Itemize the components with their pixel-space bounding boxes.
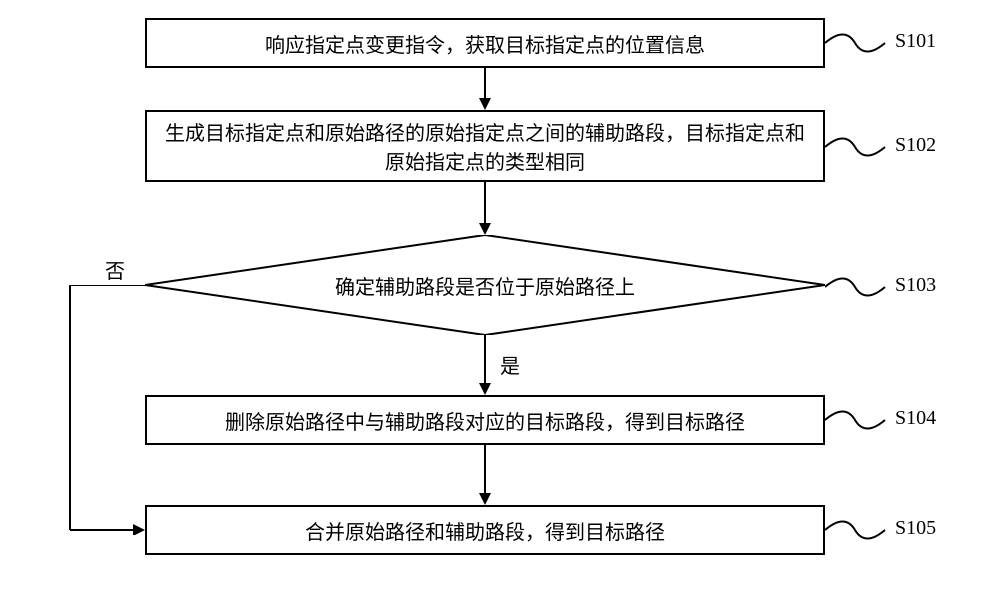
step-s105-box: 合并原始路径和辅助路段，得到目标路径 (145, 505, 825, 555)
step-s105-label: S105 (895, 517, 936, 540)
step-s102-label: S102 (895, 134, 936, 157)
step-s102-text: 生成目标指定点和原始路径的原始指定点之间的辅助路段，目标指定点和原始指定点的类型… (163, 117, 807, 175)
step-s104-text: 删除原始路径中与辅助路段对应的目标路段，得到目标路径 (225, 406, 745, 435)
label-curve-s105 (825, 515, 905, 555)
flowchart-container: 响应指定点变更指令，获取目标指定点的位置信息 S101 生成目标指定点和原始路径… (0, 0, 1000, 602)
step-s101-box: 响应指定点变更指令，获取目标指定点的位置信息 (145, 18, 825, 68)
arrow-s101-s102 (475, 68, 495, 110)
label-curve-s103 (825, 272, 905, 312)
step-s101-text: 响应指定点变更指令，获取目标指定点的位置信息 (265, 29, 705, 58)
step-s104-label: S104 (895, 407, 936, 430)
label-curve-s102 (825, 132, 905, 172)
step-s101-label: S101 (895, 30, 936, 53)
step-s102-box: 生成目标指定点和原始路径的原始指定点之间的辅助路段，目标指定点和原始指定点的类型… (145, 110, 825, 182)
step-s103-label: S103 (895, 274, 936, 297)
yes-label: 是 (500, 350, 520, 379)
step-s103-diamond: 确定辅助路段是否位于原始路径上 (145, 235, 825, 335)
arrow-s102-s103 (475, 182, 495, 235)
label-curve-s101 (825, 28, 905, 68)
arrow-s103-s104 (475, 335, 495, 395)
arrow-no-branch (60, 285, 150, 535)
step-s103-text: 确定辅助路段是否位于原始路径上 (335, 271, 635, 300)
no-label: 否 (105, 255, 125, 284)
step-s105-text: 合并原始路径和辅助路段，得到目标路径 (305, 516, 665, 545)
step-s104-box: 删除原始路径中与辅助路段对应的目标路段，得到目标路径 (145, 395, 825, 445)
arrow-s104-s105 (475, 445, 495, 505)
label-curve-s104 (825, 405, 905, 445)
